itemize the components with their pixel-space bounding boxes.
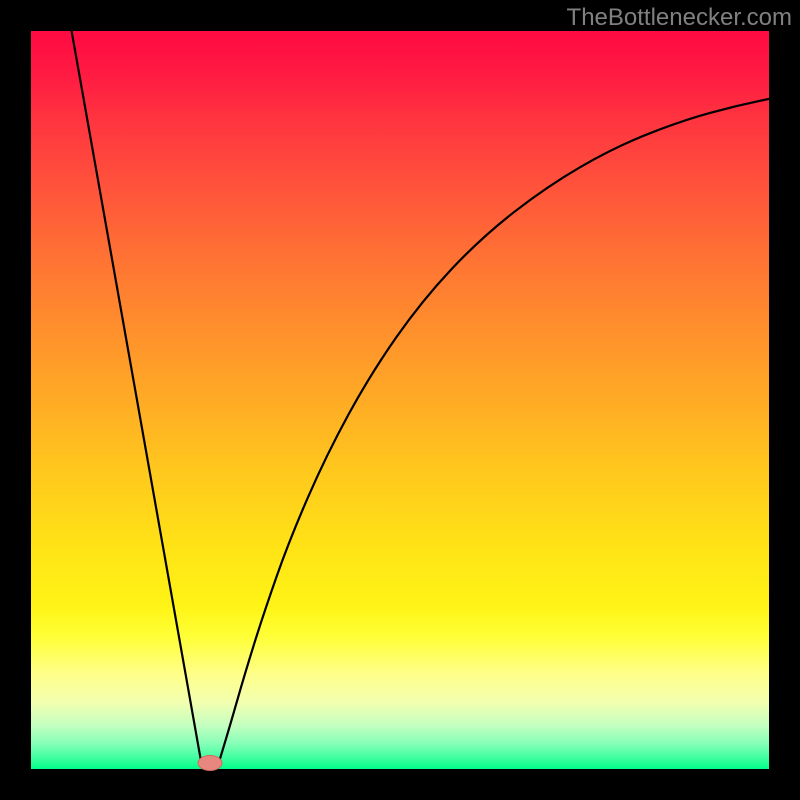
curve-path <box>72 31 769 764</box>
chart-container: TheBottlenecker.com <box>0 0 800 800</box>
bottleneck-curve <box>31 31 769 769</box>
watermark-text: TheBottlenecker.com <box>567 4 792 32</box>
plot-area <box>31 31 769 769</box>
optimal-marker <box>198 755 223 771</box>
